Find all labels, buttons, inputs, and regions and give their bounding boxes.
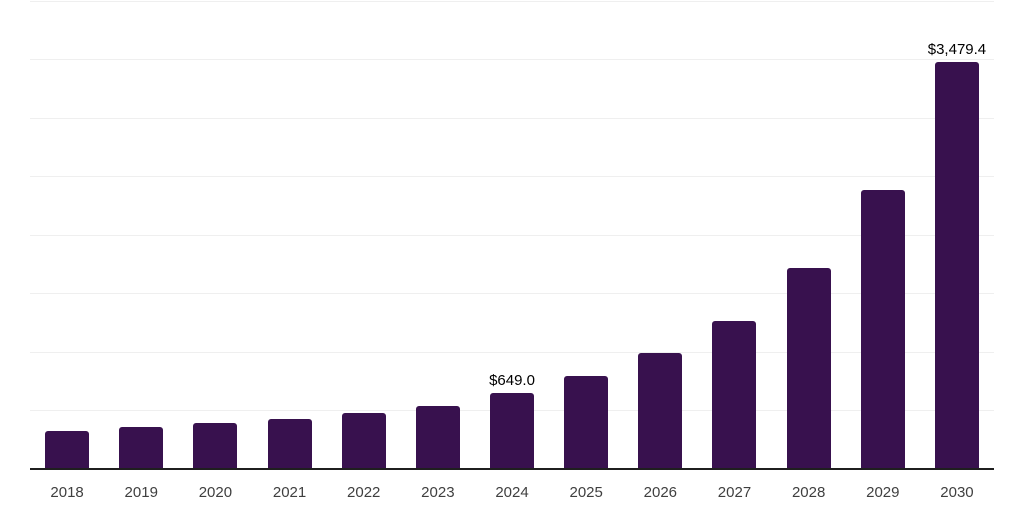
bar (267, 419, 312, 469)
bar-value-label: $649.0 (489, 372, 535, 390)
gridline (30, 117, 994, 119)
bar-slot (549, 1, 623, 469)
bar (638, 353, 683, 469)
x-tick-label: 2027 (717, 484, 752, 501)
bar (45, 431, 90, 469)
x-tick-label: 2025 (569, 484, 603, 501)
bar-slot (30, 1, 104, 469)
bar (341, 413, 386, 469)
x-tick-label: 2020 (198, 484, 233, 501)
x-tick-label: 2030 (940, 484, 974, 501)
bar (564, 376, 609, 469)
gridline (30, 176, 994, 177)
bar-series: $649.0 $3,479.4 (30, 1, 994, 469)
bar-slot (104, 1, 178, 469)
bar (119, 427, 164, 469)
x-tick-label: 2021 (272, 484, 307, 501)
bar-slot (252, 1, 326, 469)
bar (415, 406, 460, 469)
gridline (30, 351, 994, 353)
bar-slot (327, 1, 401, 469)
x-axis-line (30, 468, 994, 470)
gridline (30, 234, 994, 236)
bar-slot: $649.0 (475, 1, 549, 469)
bar (712, 321, 757, 469)
x-tick-label: 2018 (50, 484, 84, 501)
x-tick-label: 2028 (791, 484, 826, 501)
x-tick-label: 2019 (124, 484, 158, 501)
bar-slot: $3,479.4 (920, 1, 994, 469)
x-tick-label: 2022 (347, 484, 381, 501)
bar-slot (623, 1, 697, 469)
gridline (30, 0, 994, 2)
bar-slot (401, 1, 475, 469)
bar (860, 190, 905, 469)
x-tick-label: 2023 (421, 484, 455, 501)
x-tick-label: 2029 (866, 484, 900, 501)
x-axis-tick-labels: 2018 2019 2020 2021 2022 2023 2024 2025 2026 2027… (30, 484, 994, 502)
bar (786, 268, 831, 469)
gridline (30, 59, 994, 60)
gridline (30, 293, 994, 294)
bar (193, 423, 238, 469)
bar-slot (772, 1, 846, 469)
bar-slot (846, 1, 920, 469)
x-tick-label: 2026 (643, 484, 678, 501)
bar-slot (697, 1, 771, 469)
bar (934, 61, 979, 469)
plot-area: $649.0 $3,479.4 (30, 0, 994, 469)
x-tick-label: 2024 (495, 484, 529, 501)
bar-slot (178, 1, 252, 469)
bar (490, 393, 535, 469)
bar-value-label: $3,479.4 (927, 40, 987, 58)
